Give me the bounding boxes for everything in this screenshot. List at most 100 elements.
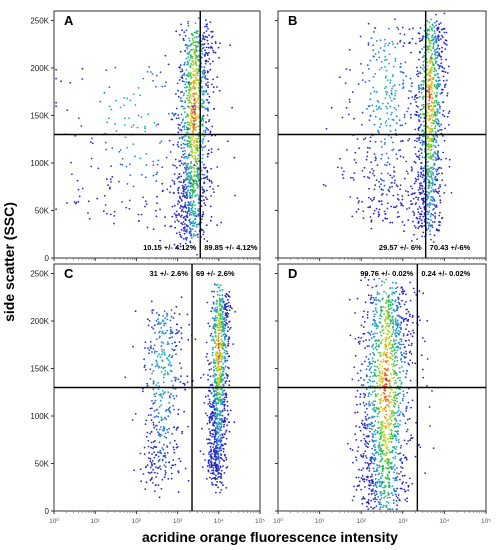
data-point bbox=[175, 246, 178, 249]
data-point bbox=[370, 227, 373, 230]
data-point bbox=[169, 319, 172, 322]
data-point bbox=[367, 395, 370, 397]
data-point bbox=[125, 165, 128, 168]
data-point bbox=[132, 124, 135, 127]
data-point bbox=[114, 123, 116, 125]
data-point bbox=[422, 189, 424, 192]
data-point bbox=[139, 468, 142, 471]
data-point bbox=[378, 68, 381, 71]
data-point bbox=[202, 154, 204, 156]
data-point bbox=[427, 127, 430, 130]
data-point bbox=[223, 351, 226, 354]
data-point bbox=[225, 458, 228, 461]
data-point bbox=[436, 178, 438, 181]
data-point bbox=[386, 107, 389, 110]
data-point bbox=[388, 382, 391, 385]
data-point bbox=[153, 426, 156, 429]
data-point bbox=[191, 37, 194, 40]
data-point bbox=[187, 185, 190, 188]
data-point bbox=[220, 338, 223, 341]
data-point bbox=[213, 414, 215, 417]
data-point bbox=[390, 363, 393, 366]
data-point bbox=[432, 24, 434, 27]
data-point bbox=[212, 324, 215, 327]
data-point bbox=[418, 114, 420, 117]
data-point bbox=[192, 92, 195, 95]
data-point bbox=[166, 318, 169, 321]
data-point bbox=[363, 379, 365, 381]
data-point bbox=[382, 439, 384, 442]
data-point bbox=[162, 376, 165, 379]
data-point bbox=[169, 191, 171, 194]
data-point bbox=[171, 205, 174, 208]
data-point bbox=[436, 87, 438, 90]
data-point bbox=[419, 188, 421, 190]
data-point bbox=[160, 404, 163, 406]
data-point bbox=[404, 376, 407, 379]
data-point bbox=[216, 391, 219, 394]
data-point bbox=[437, 28, 440, 30]
data-point bbox=[360, 63, 362, 65]
data-point bbox=[410, 240, 413, 242]
data-point bbox=[198, 212, 200, 215]
data-point bbox=[377, 211, 380, 214]
data-point bbox=[195, 194, 197, 197]
data-point bbox=[218, 332, 220, 335]
data-point bbox=[369, 140, 372, 143]
data-point bbox=[137, 220, 140, 223]
data-point bbox=[435, 139, 437, 141]
data-point bbox=[196, 253, 198, 256]
data-point bbox=[203, 199, 205, 202]
data-point bbox=[395, 508, 398, 510]
data-point bbox=[382, 506, 384, 509]
data-point bbox=[155, 476, 158, 478]
data-point bbox=[216, 377, 219, 380]
data-point bbox=[221, 312, 224, 314]
data-point bbox=[223, 323, 226, 326]
data-point bbox=[180, 375, 182, 377]
data-point bbox=[191, 166, 194, 169]
data-point bbox=[371, 323, 374, 326]
data-point bbox=[344, 82, 347, 85]
data-point bbox=[195, 30, 198, 32]
data-point bbox=[358, 426, 361, 429]
data-point bbox=[436, 153, 439, 156]
data-point bbox=[418, 58, 420, 61]
data-point bbox=[189, 165, 192, 168]
data-point bbox=[414, 180, 417, 183]
data-point bbox=[415, 105, 418, 107]
data-point bbox=[413, 233, 415, 236]
data-point bbox=[132, 345, 135, 348]
data-point bbox=[185, 74, 188, 77]
data-point bbox=[187, 128, 190, 130]
data-point bbox=[431, 61, 434, 64]
data-point bbox=[216, 457, 219, 459]
data-point bbox=[217, 322, 220, 325]
data-point bbox=[171, 118, 174, 121]
data-point bbox=[216, 437, 219, 440]
data-point bbox=[215, 474, 217, 477]
data-point bbox=[431, 36, 433, 39]
data-point bbox=[220, 489, 223, 491]
data-point bbox=[188, 201, 191, 204]
data-point bbox=[163, 427, 165, 430]
data-point bbox=[430, 186, 433, 189]
data-point bbox=[193, 41, 196, 44]
data-point bbox=[144, 176, 147, 179]
data-point bbox=[218, 472, 221, 474]
data-point bbox=[438, 39, 440, 42]
data-point bbox=[432, 116, 435, 118]
data-point bbox=[177, 141, 180, 144]
data-point bbox=[427, 104, 430, 107]
data-point bbox=[442, 151, 444, 154]
data-point bbox=[207, 359, 209, 362]
data-point bbox=[218, 399, 221, 402]
data-point bbox=[218, 89, 221, 92]
data-point bbox=[438, 190, 441, 193]
data-point bbox=[428, 210, 431, 213]
data-point bbox=[182, 187, 184, 190]
data-point bbox=[395, 184, 398, 187]
data-point bbox=[194, 52, 196, 55]
data-point bbox=[221, 322, 223, 324]
data-point bbox=[221, 317, 224, 320]
